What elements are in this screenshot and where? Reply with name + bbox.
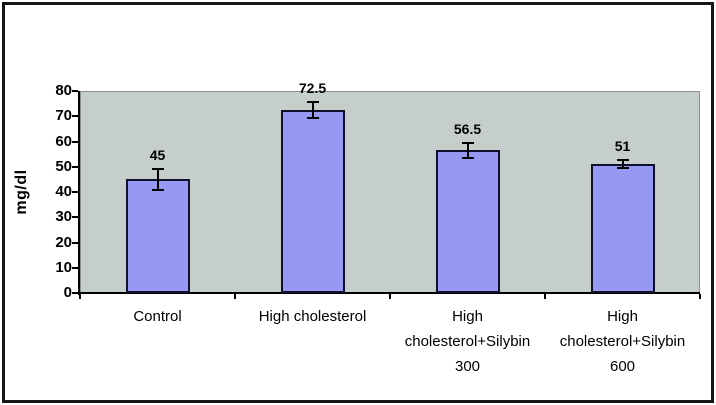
- error-bar-cap-bottom: [306, 116, 319, 119]
- error-bar-cap-top: [616, 159, 629, 162]
- bar: [125, 179, 190, 293]
- error-bar-cap-bottom: [461, 157, 474, 160]
- x-category-label: High cholesterol+Silybin 600: [559, 308, 686, 375]
- error-bar-cap-bottom: [616, 167, 629, 170]
- y-tick-mark: [72, 292, 78, 294]
- bar-value-label: 56.5: [453, 120, 482, 137]
- y-tick-mark: [72, 140, 78, 143]
- error-bar-cap-top: [306, 101, 319, 104]
- y-axis-line: [78, 91, 80, 295]
- y-tick-mark: [72, 115, 78, 118]
- bar-value-label: 72.5: [298, 80, 327, 97]
- y-tick-label: 0: [63, 284, 72, 301]
- x-tick-mark: [699, 294, 701, 299]
- bar: [435, 150, 500, 293]
- y-tick-mark: [72, 191, 78, 193]
- y-tick-label: 40: [55, 183, 72, 200]
- error-bar-cap-top: [151, 168, 164, 170]
- y-tick-mark: [72, 165, 78, 168]
- error-bar-stem: [621, 159, 624, 170]
- error-bar-cap-bottom: [151, 188, 164, 191]
- y-tick-label: 80: [55, 82, 72, 99]
- y-tick-label: 60: [55, 132, 72, 150]
- y-tick-label: 10: [55, 258, 72, 276]
- x-axis-line: [78, 292, 700, 294]
- bar-value-label: 51: [614, 138, 631, 155]
- y-tick-mark: [72, 216, 78, 219]
- x-tick-mark: [234, 294, 236, 299]
- error-bar-stem: [311, 101, 314, 119]
- x-category-label: High cholesterol: [258, 308, 367, 325]
- x-tick-mark: [79, 294, 81, 299]
- bar-value-label: 45: [149, 147, 166, 163]
- y-tick-label: 70: [55, 107, 72, 125]
- y-tick-label: 50: [55, 157, 72, 175]
- x-category-label: High cholesterol+Silybin 300: [404, 308, 531, 375]
- error-bar-cap-top: [461, 141, 474, 144]
- x-tick-mark: [544, 294, 546, 299]
- y-tick-mark: [72, 241, 78, 244]
- y-tick-mark: [72, 266, 78, 269]
- error-bar-stem: [466, 141, 469, 160]
- y-tick-label: 30: [55, 208, 72, 226]
- error-bar-stem: [156, 168, 159, 191]
- bar: [590, 164, 655, 293]
- bar: [280, 109, 345, 293]
- y-tick-label: 20: [55, 233, 72, 251]
- x-tick-mark: [389, 294, 391, 299]
- y-tick-mark: [72, 90, 78, 92]
- x-category-label: Control: [133, 308, 182, 325]
